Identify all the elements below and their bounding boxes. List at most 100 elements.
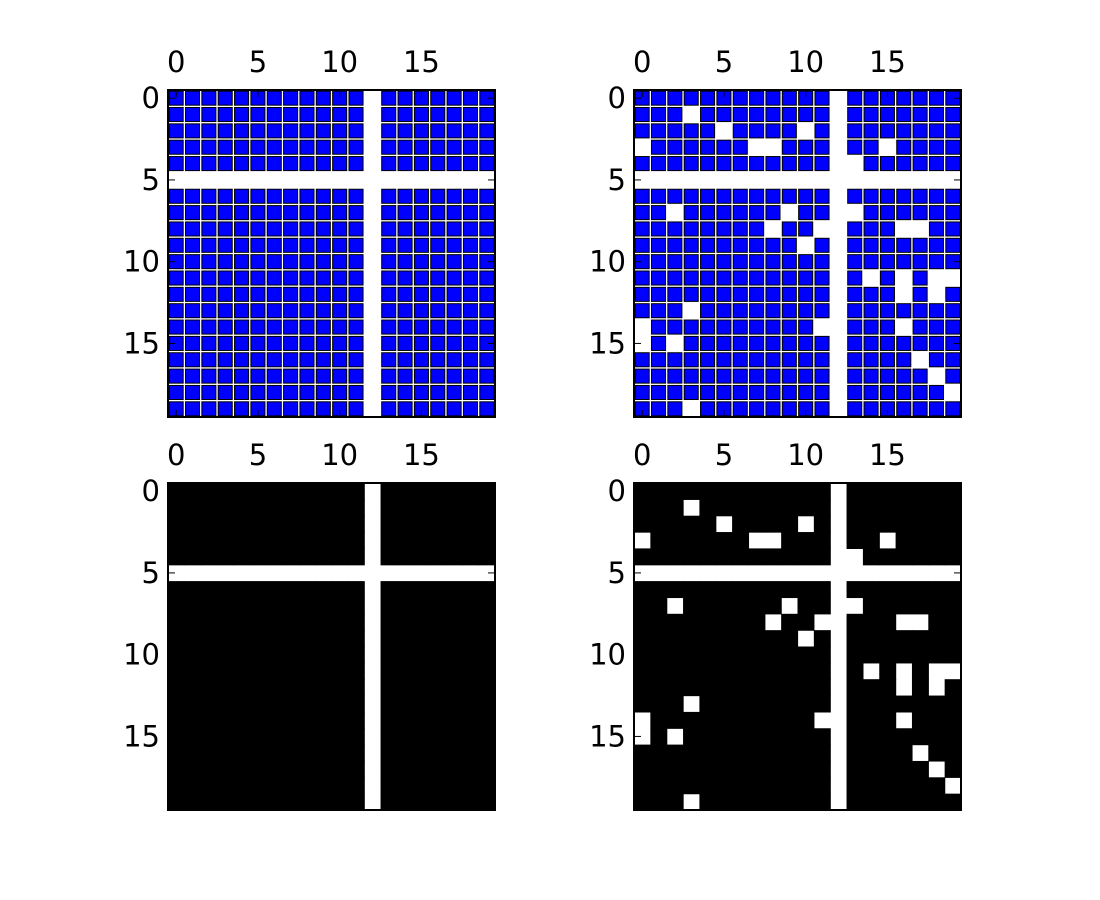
spy-marker (945, 401, 961, 417)
spy-marker (201, 384, 217, 401)
spy-marker (781, 90, 797, 106)
spy-marker (781, 286, 797, 302)
x-tick-label: 15 (869, 438, 906, 472)
spy-marker (381, 237, 397, 253)
spy-marker (781, 368, 797, 384)
spy-marker (348, 401, 364, 417)
image-pixel (879, 711, 897, 729)
image-pixel (249, 711, 267, 729)
spy-marker (479, 303, 495, 319)
spy-marker (446, 384, 462, 401)
spy-marker (814, 139, 830, 155)
spy-marker (781, 254, 797, 270)
spy-marker (184, 188, 201, 204)
image-pixel (478, 613, 496, 631)
spy-marker (446, 139, 462, 155)
image-pixel (380, 532, 398, 549)
image-pixel (217, 613, 234, 631)
spy-marker (863, 221, 879, 237)
image-pixel (862, 532, 880, 549)
spy-marker (863, 123, 879, 139)
spy-marker (348, 139, 364, 155)
image-pixel (781, 499, 799, 517)
spy-marker (716, 286, 732, 302)
plot-area (168, 90, 495, 417)
image-pixel (462, 760, 480, 778)
image-pixel (347, 515, 365, 533)
spy-marker (397, 106, 413, 123)
spy-marker (446, 205, 462, 221)
spy-marker (397, 237, 413, 253)
image-pixel (715, 793, 733, 811)
image-pixel (266, 695, 284, 713)
spy-marker (397, 254, 413, 270)
image-pixel (944, 548, 962, 566)
image-pixel (895, 483, 913, 500)
image-pixel (380, 744, 398, 762)
image-pixel (168, 646, 185, 664)
spy-marker (348, 205, 364, 221)
spy-marker (462, 106, 479, 123)
image-pixel (445, 646, 463, 664)
spy-marker (683, 205, 699, 221)
spy-marker (928, 401, 945, 417)
spy-marker (234, 270, 250, 286)
image-pixel (184, 711, 202, 729)
spy-marker (479, 286, 495, 302)
spy-marker (332, 123, 348, 139)
spy-marker (650, 188, 667, 204)
spy-marker (266, 270, 282, 286)
image-pixel (315, 483, 333, 500)
spy-marker (749, 335, 765, 351)
spy-marker (650, 368, 667, 384)
image-pixel (699, 548, 717, 566)
x-tick-label: 0 (633, 438, 651, 472)
spy-marker (332, 286, 348, 302)
spy-marker (315, 188, 331, 204)
image-pixel (413, 728, 431, 746)
image-pixel (200, 646, 218, 664)
image-pixel (862, 679, 880, 697)
image-pixel (429, 499, 447, 517)
image-pixel (429, 581, 447, 599)
image-pixel (666, 777, 684, 795)
spy-marker (716, 303, 732, 319)
spy-marker (315, 368, 331, 384)
image-pixel (683, 646, 700, 664)
y-tick-label: 0 (142, 474, 160, 508)
spy-marker (348, 303, 364, 319)
image-pixel (748, 646, 766, 664)
spy-marker (348, 352, 364, 368)
spy-marker (315, 401, 331, 417)
image-pixel (634, 548, 651, 566)
image-pixel (233, 630, 251, 648)
image-pixel (184, 646, 202, 664)
spy-marker (847, 254, 863, 270)
image-pixel (781, 695, 799, 713)
spy-marker (479, 221, 495, 237)
spy-marker (814, 401, 830, 417)
image-pixel (813, 515, 831, 533)
image-pixel (895, 532, 913, 549)
spy-marker (201, 90, 217, 106)
image-pixel (634, 581, 651, 599)
image-pixel (944, 793, 962, 811)
spy-marker (781, 384, 797, 401)
image-pixel (331, 597, 349, 615)
spy-marker (847, 237, 863, 253)
image-pixel (184, 499, 202, 517)
image-pixel (298, 662, 316, 680)
spy-marker (814, 286, 830, 302)
image-pixel (429, 483, 447, 500)
image-pixel (331, 483, 349, 500)
image-pixel (347, 662, 365, 680)
image-pixel (331, 777, 349, 795)
spy-marker (847, 139, 863, 155)
image-pixel (862, 711, 880, 729)
x-tick-label: 0 (167, 45, 185, 79)
spy-marker (446, 286, 462, 302)
image-pixel (715, 483, 733, 500)
spy-marker (348, 188, 364, 204)
spy-marker (700, 368, 716, 384)
image-pixel (462, 515, 480, 533)
